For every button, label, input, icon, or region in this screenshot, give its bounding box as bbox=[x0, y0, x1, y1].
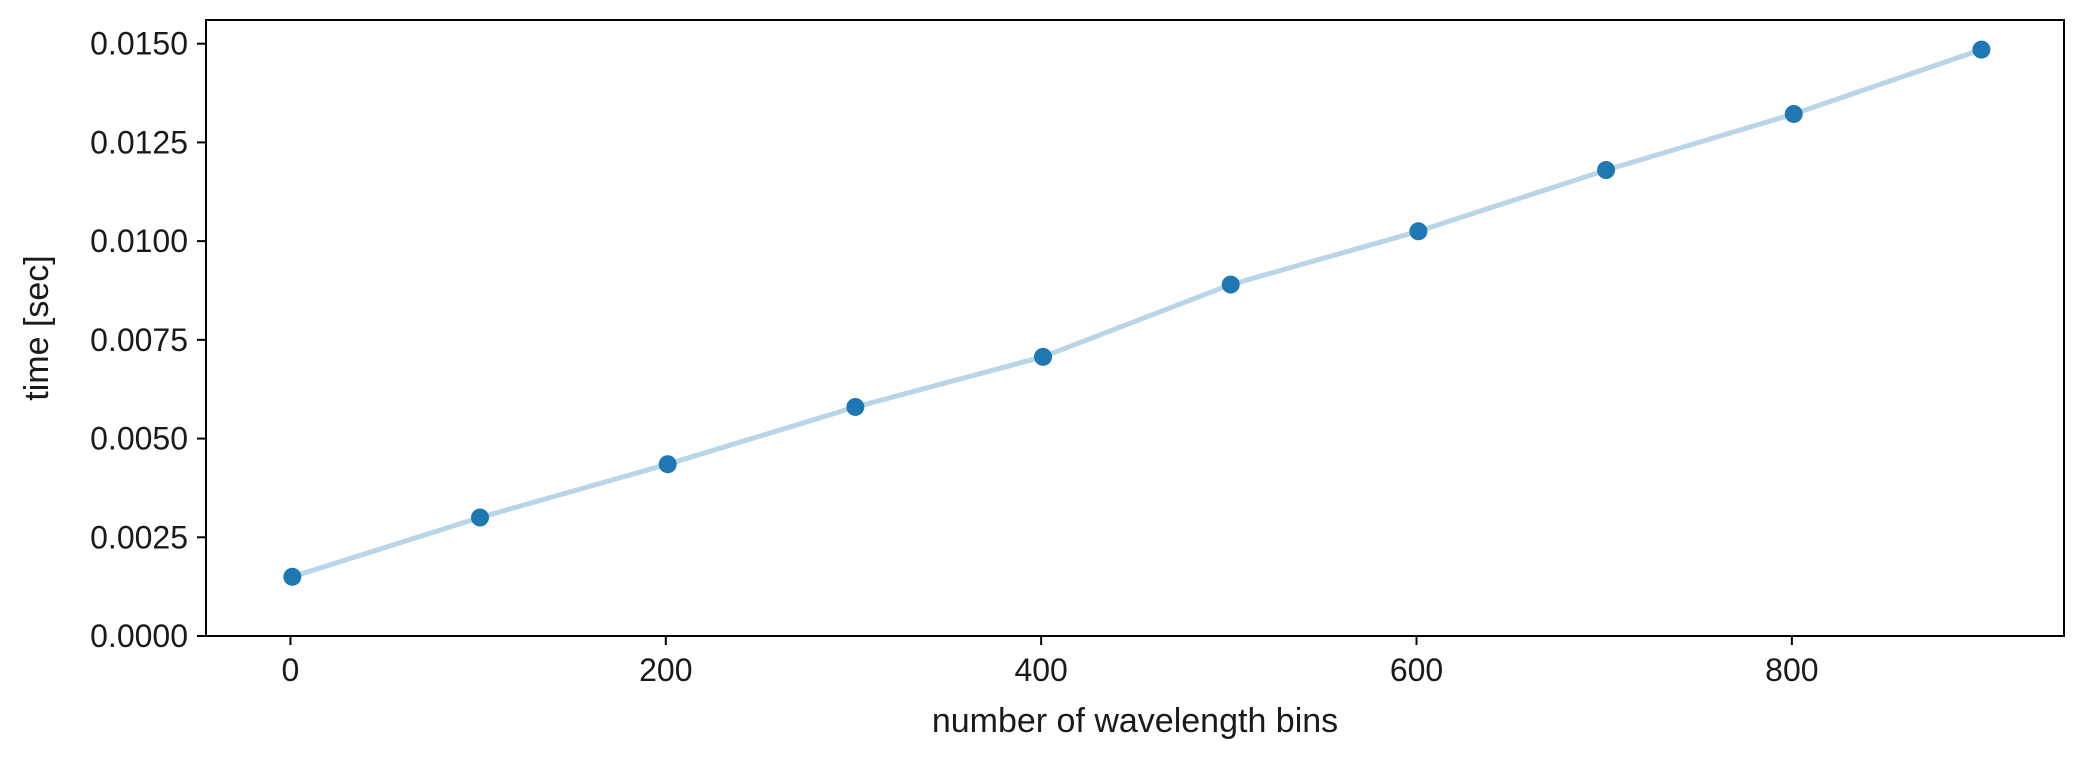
data-point bbox=[1597, 161, 1616, 180]
x-tick-label: 200 bbox=[639, 652, 692, 688]
y-axis: 0.0000 0.0025 0.0050 0.0075 0.0100 0.0125 0.01… bbox=[90, 26, 206, 654]
x-axis: 0 200 400 600 800 bbox=[282, 636, 1819, 688]
x-tick-label: 600 bbox=[1390, 652, 1443, 688]
data-point bbox=[1784, 104, 1803, 123]
data-point bbox=[283, 567, 302, 586]
series-line bbox=[289, 47, 1984, 580]
y-tick-label: 0.0075 bbox=[90, 322, 188, 358]
data-point bbox=[846, 397, 865, 416]
y-tick-label: 0.0125 bbox=[90, 124, 188, 160]
x-tick-label: 400 bbox=[1014, 652, 1067, 688]
series-layer bbox=[283, 40, 1991, 586]
data-point bbox=[1972, 40, 1991, 59]
plot-frame bbox=[205, 19, 2065, 637]
data-point bbox=[1034, 347, 1053, 366]
y-tick-label: 0.0000 bbox=[90, 618, 188, 654]
data-point bbox=[471, 508, 490, 527]
y-tick-label: 0.0100 bbox=[90, 223, 188, 259]
y-tick-label: 0.0050 bbox=[90, 421, 188, 457]
plot-background bbox=[206, 20, 2064, 636]
x-tick-label: 0 bbox=[282, 652, 300, 688]
y-axis-label: time [sec] bbox=[18, 255, 56, 400]
x-tick-label: 800 bbox=[1765, 652, 1818, 688]
data-point bbox=[1409, 222, 1428, 241]
data-point bbox=[1221, 275, 1240, 294]
x-axis-label: number of wavelength bins bbox=[932, 702, 1338, 740]
y-tick-label: 0.0150 bbox=[90, 26, 188, 62]
y-tick-label: 0.0025 bbox=[90, 519, 188, 555]
data-point bbox=[658, 455, 677, 474]
